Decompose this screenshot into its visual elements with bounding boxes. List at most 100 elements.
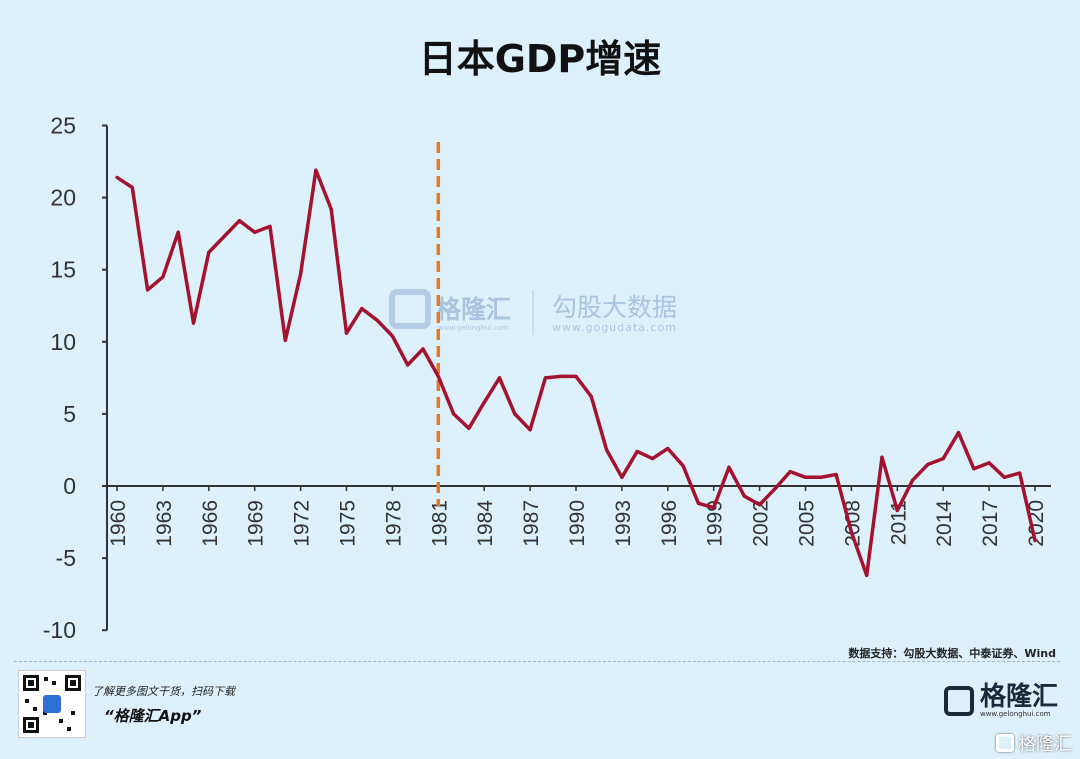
data-point: [543, 376, 548, 380]
watermark-logo-icon: [389, 289, 431, 329]
data-point: [803, 475, 808, 479]
footer-divider: [14, 661, 1060, 662]
data-point: [130, 185, 134, 190]
data-point: [559, 374, 563, 378]
data-point: [635, 449, 639, 453]
data-point: [880, 455, 884, 459]
data-point: [696, 501, 701, 505]
data-point: [773, 487, 777, 491]
data-point: [436, 374, 440, 378]
data-point: [467, 426, 471, 430]
corner-watermark: 格隆汇: [996, 730, 1072, 756]
data-point: [528, 428, 532, 432]
data-point: [115, 175, 119, 179]
data-point: [513, 412, 517, 416]
data-point: [849, 530, 854, 534]
data-point: [605, 448, 609, 452]
x-tick-label: 2014: [933, 500, 956, 547]
data-point: [911, 478, 915, 482]
watermark-partner-url: www.gogudata.com: [552, 321, 677, 334]
data-point: [987, 461, 991, 465]
data-point: [344, 331, 349, 335]
watermark: 格隆汇 www.gelonghui.com 勾股大数据 www.gogudata…: [389, 289, 677, 335]
app-name: “格隆汇App”: [104, 707, 202, 725]
data-point: [956, 431, 961, 435]
brand-logo: 格隆汇 www.gelonghui.com: [943, 682, 1058, 718]
x-tick-label: 1963: [153, 500, 176, 547]
x-tick-label: 2020: [1025, 500, 1048, 547]
data-point: [497, 376, 502, 380]
data-point: [681, 464, 685, 468]
data-point: [574, 374, 578, 378]
data-point: [268, 224, 272, 228]
y-tick-label: -10: [43, 617, 76, 643]
x-tick-label: 1969: [245, 500, 268, 547]
data-point: [819, 475, 823, 479]
x-tick-label: 1978: [382, 500, 405, 547]
watermark-partner: 勾股大数据: [552, 293, 677, 322]
data-point: [452, 412, 456, 416]
x-tick-label: 1984: [474, 500, 497, 547]
data-point: [788, 470, 792, 474]
data-point: [758, 503, 762, 507]
x-tick-label: 2002: [750, 500, 773, 547]
x-tick-label: 1975: [337, 500, 360, 547]
data-point: [222, 234, 226, 239]
x-tick-label: 2005: [796, 500, 819, 547]
y-tick-label: -5: [56, 545, 76, 571]
data-point: [972, 467, 976, 471]
watermark-brand: 格隆汇: [436, 295, 511, 324]
x-tick-label: 1966: [199, 500, 222, 547]
x-tick-label: 1999: [704, 500, 727, 547]
data-point: [207, 250, 211, 254]
y-tick-label: 0: [63, 473, 76, 499]
x-tick-label: 1993: [612, 500, 635, 547]
data-source: 数据支持：勾股大数据、中泰证券、Wind: [848, 647, 1056, 660]
data-point: [283, 338, 287, 342]
data-point: [329, 207, 333, 211]
data-point: [360, 307, 364, 311]
y-tick-label: 25: [50, 113, 76, 139]
y-tick-label: 20: [50, 185, 76, 211]
watermark-brand-sub: www.gelonghui.com: [438, 324, 509, 332]
data-point: [176, 230, 180, 234]
series-layer: [115, 142, 1037, 578]
qr-code: [18, 670, 86, 738]
data-point: [941, 457, 945, 461]
x-tick-label: 1990: [566, 500, 589, 547]
chart-title: 日本GDP增速: [418, 37, 662, 81]
data-point: [1033, 539, 1037, 543]
data-point: [1018, 471, 1022, 475]
x-tick-label: 1981: [428, 500, 451, 547]
data-point: [834, 472, 838, 477]
y-tick-label: 5: [63, 401, 76, 427]
brand-name: 格隆汇: [979, 682, 1058, 712]
x-tick-label: 1972: [291, 500, 314, 547]
data-point: [390, 334, 394, 338]
x-tick-label: 2017: [979, 500, 1002, 547]
data-point: [314, 168, 318, 172]
data-point: [161, 275, 165, 279]
promo-text: 了解更多图文干货，扫码下载: [92, 685, 235, 698]
data-point: [620, 475, 624, 479]
x-tick-label: 1960: [107, 500, 130, 547]
brand-url: www.gelonghui.com: [979, 710, 1051, 718]
data-point: [482, 400, 486, 404]
data-point: [589, 395, 593, 399]
data-point: [253, 230, 257, 234]
qr-code-icon: [23, 675, 81, 733]
data-point: [421, 347, 425, 351]
data-point: [926, 462, 930, 466]
brand-g-icon: [943, 686, 974, 716]
data-point: [146, 288, 150, 292]
data-point: [406, 363, 410, 367]
data-point: [712, 506, 716, 510]
data-point: [895, 508, 899, 513]
x-tick-label: 1987: [520, 500, 543, 547]
data-point: [666, 446, 670, 451]
data-point: [191, 321, 196, 325]
data-point: [299, 272, 303, 276]
x-tick-label: 2011: [887, 500, 910, 545]
data-point: [727, 465, 731, 469]
